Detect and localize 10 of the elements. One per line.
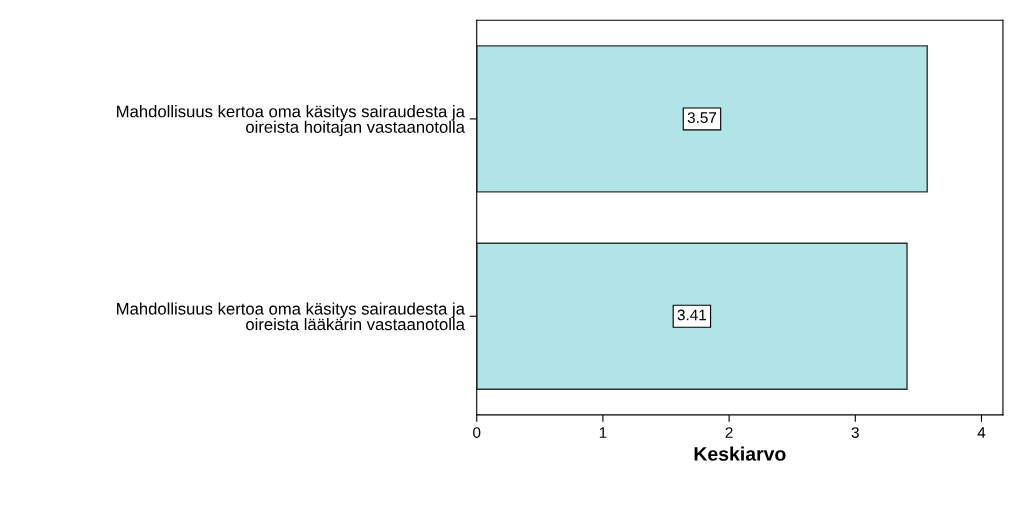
x-tick-label: 4 <box>977 427 986 438</box>
data-label: 3.41 <box>677 309 706 321</box>
x-tick-label: 0 <box>473 427 481 438</box>
x-axis-title: Keskiarvo <box>694 446 786 461</box>
y-tick-label: Mahdollisuus kertoa oma käsitys sairaudesta ja oireista hoitajan vastaanotolla <box>117 105 465 137</box>
x-tick-label: 2 <box>725 427 733 438</box>
data-label: 3.57 <box>687 112 717 124</box>
x-tick-label: 3 <box>851 427 859 438</box>
y-tick-label: Mahdollisuus kertoa oma käsitys sairaudesta ja oireista lääkärin vastaanotolla <box>117 302 465 331</box>
x-tick-label: 1 <box>599 427 607 438</box>
